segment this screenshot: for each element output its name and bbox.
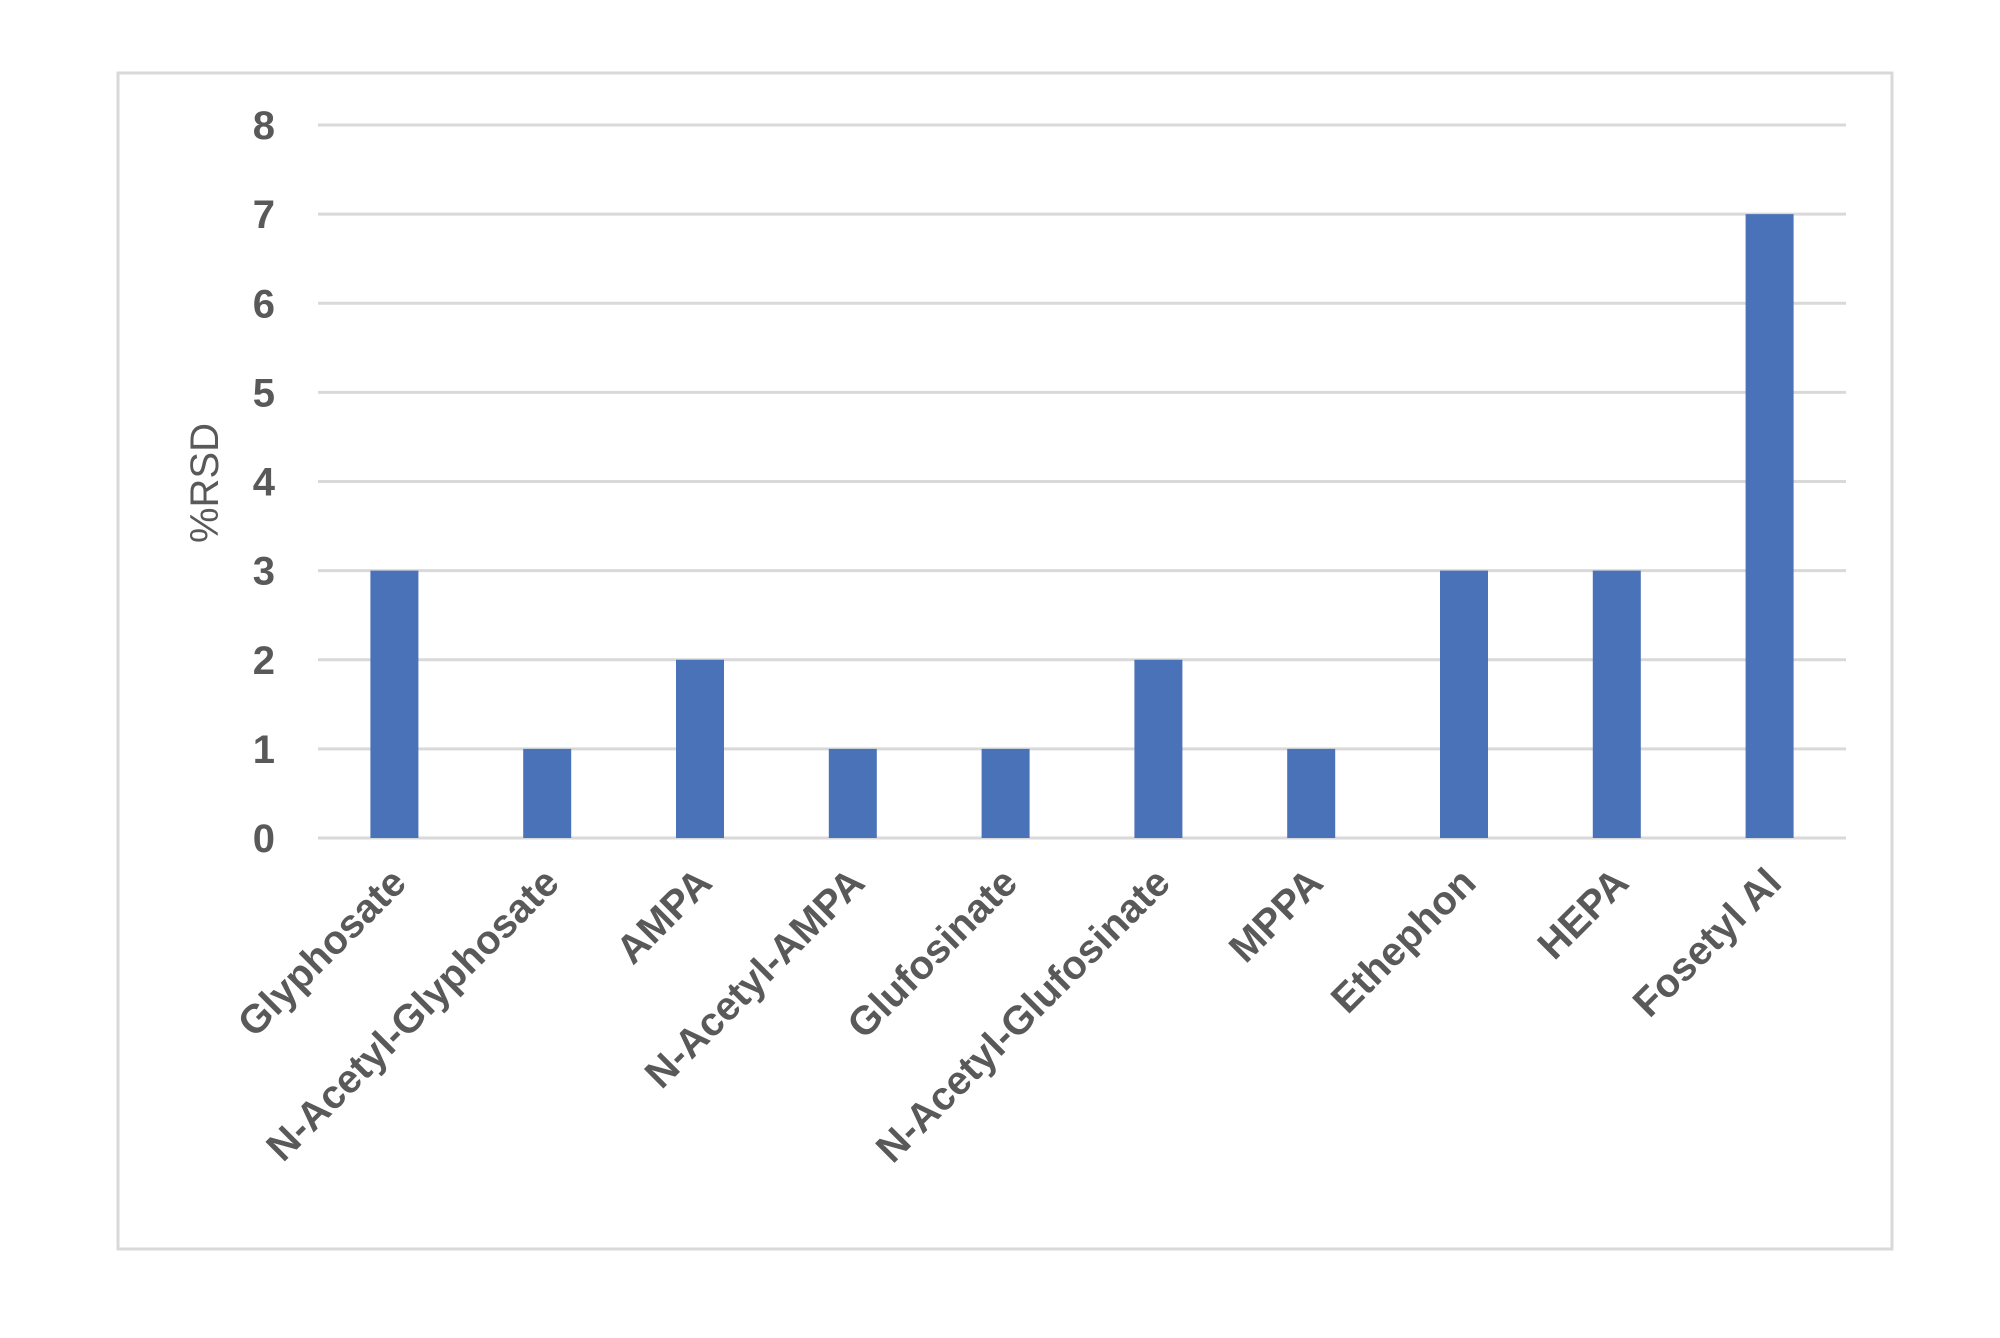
y-tick-label: 5: [253, 371, 275, 415]
bar-n-acetyl-ampa: [828, 748, 877, 838]
gridlines: [318, 123, 1846, 840]
y-tick-label: 3: [253, 550, 275, 594]
bar-glyphosate: [370, 570, 419, 838]
y-tick-label: 4: [253, 461, 276, 505]
y-tick-label: 6: [253, 282, 275, 326]
bar-n-acetyl-glyphosate: [523, 748, 572, 838]
bar-fosetyl-al: [1745, 214, 1794, 838]
y-tick-label: 7: [253, 193, 275, 237]
y-tick-labels: 0 1 2 3 4 5 6 7 8: [253, 104, 276, 861]
bar-hepa: [1592, 570, 1641, 838]
bar-glufosinate: [981, 748, 1030, 838]
bar-n-acetyl-glufosinate: [1134, 659, 1183, 838]
bars: [370, 214, 1794, 838]
y-tick-label: 1: [253, 728, 275, 772]
y-tick-label: 0: [253, 817, 275, 861]
y-tick-label: 2: [253, 639, 275, 683]
bar-ethephon: [1440, 570, 1488, 838]
y-axis-title: %RSD: [183, 423, 227, 543]
bar-ampa: [676, 659, 724, 838]
y-tick-label: 8: [253, 104, 275, 148]
bar-mppa: [1287, 748, 1336, 838]
